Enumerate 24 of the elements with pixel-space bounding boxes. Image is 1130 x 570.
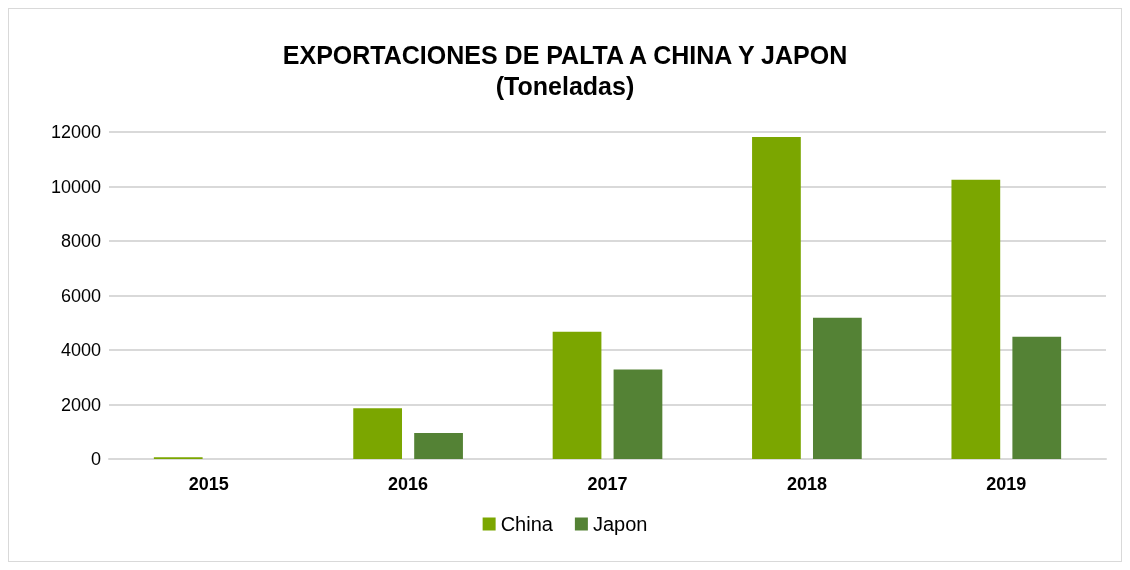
x-tick-label: 2019 [986,474,1027,494]
bar [552,331,602,459]
x-tick-label: 2017 [587,474,628,494]
bar [414,433,463,459]
chart-subtitle: (Toneladas) [495,71,635,100]
y-tick-label: 8000 [60,231,101,251]
y-tick-label: 12000 [50,122,101,142]
x-tick-label: 2016 [388,474,429,494]
bar [353,408,403,459]
y-tick-label: 10000 [50,176,101,197]
bar [1012,336,1062,459]
bar [812,317,862,459]
y-tick-label: 2000 [60,394,101,415]
y-tick-label: 4000 [60,340,101,360]
bar [951,179,1001,459]
chart-title: EXPORTACIONES DE PALTA A CHINA Y JAPON [282,40,848,69]
bar [752,136,801,459]
legend-label: China [500,513,554,535]
bar [613,369,663,459]
y-tick-label: 0 [90,449,101,469]
legend-label: Japon [592,513,648,535]
y-tick-label: 6000 [60,285,101,306]
x-tick-label: 2018 [786,474,827,494]
x-tick-label: 2015 [188,474,229,494]
